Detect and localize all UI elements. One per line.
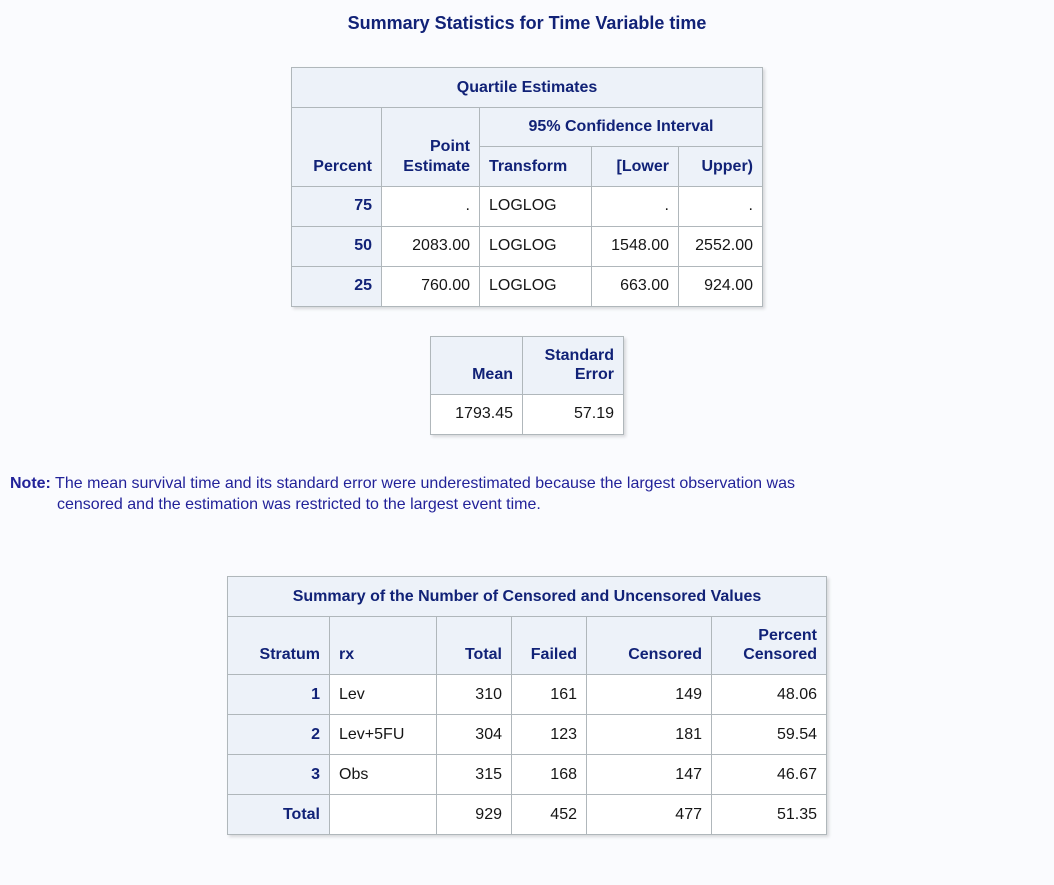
- point-estimate-cell: 760.00: [381, 265, 480, 307]
- lower-cell: 663.00: [591, 265, 679, 307]
- col-header-transform: Transform: [479, 145, 592, 187]
- failed-cell: 168: [511, 753, 587, 795]
- lower-cell: .: [591, 185, 679, 227]
- stratum-cell: 1: [227, 673, 330, 715]
- mean-table-header-row: Mean Standard Error: [430, 335, 624, 395]
- stratum-cell: 3: [227, 753, 330, 795]
- quartile-row: 75 . LOGLOG . .: [291, 185, 763, 227]
- censored-table-header-row: Stratum rx Total Failed Censored Percent…: [227, 615, 827, 675]
- col-header-percent: Percent: [291, 107, 382, 187]
- col-header-censored: Censored: [586, 615, 712, 675]
- stratum-row: 2 Lev+5FU 304 123 181 59.54: [227, 713, 827, 755]
- censored-summary-table: Summary of the Number of Censored and Un…: [227, 575, 827, 835]
- col-header-lower: [Lower: [591, 145, 679, 187]
- quartile-table-title: Quartile Estimates: [291, 67, 763, 108]
- note: Note: The mean survival time and its sta…: [10, 473, 1042, 515]
- col-header-standard-error: Standard Error: [522, 335, 624, 395]
- col-header-ci-group: 95% Confidence Interval: [479, 107, 763, 147]
- note-label: Note:: [10, 474, 51, 492]
- percent-cell: 50: [291, 225, 382, 267]
- col-header-point-estimate: Point Estimate: [381, 107, 480, 187]
- total-row: Total 929 452 477 51.35: [227, 793, 827, 835]
- quartile-row: 25 760.00 LOGLOG 663.00 924.00: [291, 265, 763, 307]
- point-estimate-cell: .: [381, 185, 480, 227]
- col-header-mean: Mean: [430, 335, 523, 395]
- total-cell: 304: [436, 713, 512, 755]
- transform-cell: LOGLOG: [479, 225, 592, 267]
- stratum-row: 1 Lev 310 161 149 48.06: [227, 673, 827, 715]
- quartile-table-header-row: Percent Point Estimate 95% Confidence In…: [291, 107, 763, 187]
- percent-censored-cell: 51.35: [711, 793, 827, 835]
- total-cell: 310: [436, 673, 512, 715]
- stratum-cell: 2: [227, 713, 330, 755]
- point-estimate-cell: 2083.00: [381, 225, 480, 267]
- failed-cell: 452: [511, 793, 587, 835]
- transform-cell: LOGLOG: [479, 185, 592, 227]
- percent-censored-cell: 48.06: [711, 673, 827, 715]
- col-header-upper: Upper): [678, 145, 763, 187]
- note-text-line2: censored and the estimation was restrict…: [57, 495, 541, 513]
- quartile-estimates-table: Quartile Estimates Percent Point Estimat…: [291, 67, 763, 307]
- rx-cell: [329, 793, 437, 835]
- mean-table-value-row: 1793.45 57.19: [430, 393, 624, 435]
- mean-stderr-table: Mean Standard Error 1793.45 57.19: [430, 335, 624, 435]
- quartile-table-subheader-row: Transform [Lower Upper): [292, 145, 763, 187]
- note-text-line1: The mean survival time and its standard …: [55, 474, 795, 492]
- standard-error-value-cell: 57.19: [522, 393, 624, 435]
- rx-cell: Obs: [329, 753, 437, 795]
- total-cell: 929: [436, 793, 512, 835]
- censored-table-title-row: Summary of the Number of Censored and Un…: [227, 575, 827, 617]
- transform-cell: LOGLOG: [479, 265, 592, 307]
- col-header-percent-censored: Percent Censored: [711, 615, 827, 675]
- percent-censored-cell: 46.67: [711, 753, 827, 795]
- percent-cell: 75: [291, 185, 382, 227]
- censored-table-title: Summary of the Number of Censored and Un…: [227, 575, 827, 617]
- censored-cell: 147: [586, 753, 712, 795]
- mean-value-cell: 1793.45: [430, 393, 523, 435]
- total-cell: 315: [436, 753, 512, 795]
- censored-cell: 181: [586, 713, 712, 755]
- upper-cell: .: [678, 185, 763, 227]
- stratum-row: 3 Obs 315 168 147 46.67: [227, 753, 827, 795]
- failed-cell: 161: [511, 673, 587, 715]
- col-header-failed: Failed: [511, 615, 587, 675]
- percent-cell: 25: [291, 265, 382, 307]
- quartile-row: 50 2083.00 LOGLOG 1548.00 2552.00: [291, 225, 763, 267]
- censored-cell: 477: [586, 793, 712, 835]
- quartile-table-title-row: Quartile Estimates: [291, 67, 763, 108]
- col-header-total: Total: [436, 615, 512, 675]
- upper-cell: 2552.00: [678, 225, 763, 267]
- total-label-cell: Total: [227, 793, 330, 835]
- censored-cell: 149: [586, 673, 712, 715]
- lower-cell: 1548.00: [591, 225, 679, 267]
- rx-cell: Lev: [329, 673, 437, 715]
- percent-censored-cell: 59.54: [711, 713, 827, 755]
- upper-cell: 924.00: [678, 265, 763, 307]
- col-header-stratum: Stratum: [227, 615, 330, 675]
- rx-cell: Lev+5FU: [329, 713, 437, 755]
- failed-cell: 123: [511, 713, 587, 755]
- page-title: Summary Statistics for Time Variable tim…: [347, 13, 707, 33]
- col-header-rx: rx: [329, 615, 437, 675]
